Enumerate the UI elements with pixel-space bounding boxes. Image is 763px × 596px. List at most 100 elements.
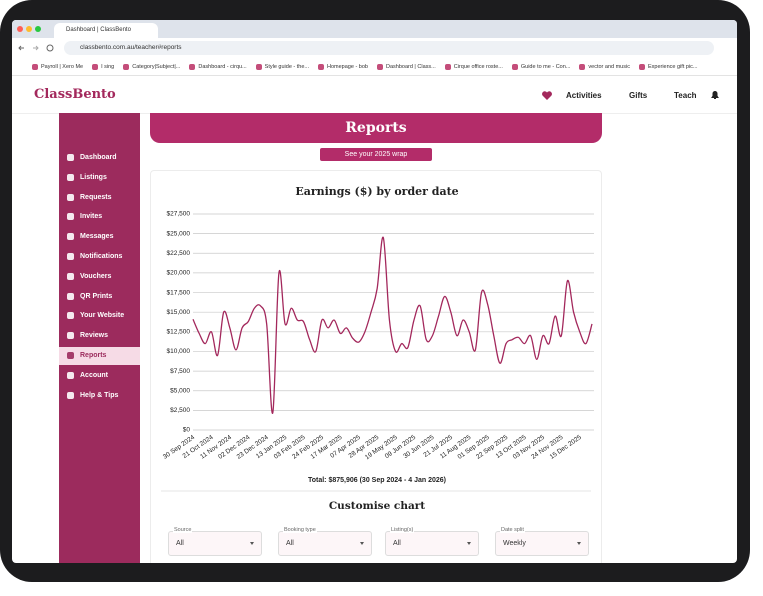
browser-tab[interactable]: Dashboard | ClassBento bbox=[54, 23, 158, 38]
sidebar-item[interactable]: Help & Tips bbox=[59, 387, 140, 405]
y-tick-label: $27,500 bbox=[167, 211, 191, 218]
y-tick-label: $22,500 bbox=[167, 250, 191, 257]
y-tick-label: $10,000 bbox=[167, 348, 191, 355]
section-title: Customise chart bbox=[329, 500, 425, 512]
bookmark-label: Experience gift pic... bbox=[647, 63, 698, 70]
nav-link[interactable]: Teach bbox=[674, 91, 697, 100]
sidebar-item[interactable]: Reports bbox=[59, 347, 140, 365]
sidebar-label: Account bbox=[80, 371, 108, 379]
bookmark-label: Dashboard - cirqu... bbox=[198, 63, 247, 70]
y-tick-label: $7,500 bbox=[170, 368, 190, 375]
nav-buttons[interactable] bbox=[18, 43, 58, 53]
select-label: Booking type bbox=[283, 527, 317, 533]
logo[interactable]: ClassBento bbox=[34, 87, 116, 102]
sidebar-item[interactable]: Listings bbox=[59, 169, 140, 187]
select-value: All bbox=[286, 540, 294, 547]
bookmark-label: Dashboard | Class... bbox=[386, 63, 436, 70]
bookmarks-bar: Payroll | Xero Me I sing Category|Subject|… bbox=[12, 58, 737, 76]
select-value: All bbox=[176, 540, 184, 547]
chart-title: Earnings ($) by order date bbox=[295, 185, 458, 198]
chart-card: Earnings ($) by order date Total: $875,9… bbox=[150, 170, 602, 563]
sidebar-item[interactable]: Vouchers bbox=[59, 268, 140, 286]
sidebar-item[interactable]: Your Website bbox=[59, 307, 140, 325]
bookmark[interactable]: Homepage - bob bbox=[318, 63, 368, 70]
tab-strip: Dashboard | ClassBento bbox=[12, 20, 737, 38]
sidebar-label: Reports bbox=[80, 352, 107, 359]
bookmark[interactable]: I sing bbox=[92, 63, 115, 70]
bookmark[interactable]: Cirque office roste... bbox=[444, 63, 503, 70]
select-caret bbox=[467, 542, 471, 545]
select-field[interactable]: Source All bbox=[168, 527, 262, 556]
bookmark-label: Style guide - the... bbox=[264, 63, 310, 70]
wrap-button[interactable]: See your 2025 wrap bbox=[320, 148, 432, 161]
sidebar-item[interactable]: Account bbox=[59, 367, 140, 385]
chart-total: Total: $875,906 (30 Sep 2024 - 4 Jan 202… bbox=[308, 477, 446, 484]
nav-link[interactable]: Gifts bbox=[629, 91, 648, 100]
bookmark-label: Homepage - bob bbox=[327, 63, 368, 70]
sidebar-label: Notifications bbox=[80, 253, 123, 260]
y-tick-label: $0 bbox=[183, 427, 191, 434]
sidebar-item[interactable]: Requests bbox=[59, 189, 140, 207]
y-tick-label: $12,500 bbox=[167, 329, 191, 336]
select-caret bbox=[250, 542, 254, 545]
y-tick-label: $2,500 bbox=[170, 407, 190, 414]
select-label: Listing(s) bbox=[390, 527, 415, 533]
screen: Dashboard | ClassBento classbento.com.au… bbox=[12, 20, 737, 563]
sidebar-item[interactable]: Invites bbox=[59, 208, 140, 226]
sidebar-item[interactable]: Reviews bbox=[59, 327, 140, 345]
sidebar-item[interactable]: Notifications bbox=[59, 248, 140, 266]
bookmark-label: I sing bbox=[101, 63, 115, 70]
address-bar: classbento.com.au/teacher#reports bbox=[12, 38, 737, 58]
sidebar-label: Help & Tips bbox=[80, 391, 119, 399]
notifications-icon[interactable] bbox=[711, 90, 719, 100]
sidebar-item[interactable]: Messages bbox=[59, 228, 140, 246]
nav-link[interactable]: Activities bbox=[566, 91, 602, 100]
wishlist-icon[interactable] bbox=[542, 91, 552, 100]
select-caret bbox=[577, 542, 581, 545]
y-tick-label: $25,000 bbox=[167, 230, 191, 237]
select-value: Weekly bbox=[503, 540, 526, 547]
bookmark[interactable]: Dashboard - cirqu... bbox=[189, 63, 247, 70]
y-tick-label: $17,500 bbox=[167, 289, 191, 296]
select-label: Source bbox=[173, 527, 193, 533]
sidebar-label: QR Prints bbox=[80, 292, 113, 300]
select-field[interactable]: Listing(s) All bbox=[385, 527, 479, 556]
window-controls bbox=[17, 26, 41, 32]
bookmark[interactable]: vector and music bbox=[579, 63, 630, 70]
url-field[interactable]: classbento.com.au/teacher#reports bbox=[64, 41, 714, 55]
bookmark-label: Category|Subject|... bbox=[132, 63, 181, 70]
bookmark-label: Payroll | Xero Me bbox=[41, 63, 84, 70]
select-field[interactable]: Date split Weekly bbox=[495, 527, 589, 556]
select-value: All bbox=[393, 540, 401, 547]
bookmark-label: Guide to me - Con... bbox=[520, 63, 571, 70]
site-header: ClassBento Activities Gifts Teach bbox=[12, 77, 737, 114]
bookmark[interactable]: Guide to me - Con... bbox=[511, 63, 571, 70]
sidebar-label: Messages bbox=[80, 233, 114, 241]
select-label: Date split bbox=[500, 527, 525, 533]
sidebar-item[interactable]: QR Prints bbox=[59, 288, 140, 306]
chart: Earnings ($) by order date Total: $875,9… bbox=[161, 185, 594, 512]
sidebar-label: Reviews bbox=[80, 332, 109, 340]
y-tick-label: $20,000 bbox=[167, 270, 191, 277]
sidebar: Dashboard Listings Requests Invites Messages… bbox=[59, 113, 140, 563]
line bbox=[192, 236, 593, 414]
page-banner: Reports bbox=[150, 113, 602, 143]
bookmark[interactable]: Payroll | Xero Me bbox=[32, 63, 84, 70]
sidebar-label: Your Website bbox=[80, 312, 125, 320]
bookmark-label: Cirque office roste... bbox=[453, 63, 503, 70]
sidebar-label: Dashboard bbox=[80, 154, 117, 161]
y-tick-label: $5,000 bbox=[170, 387, 190, 394]
select-caret bbox=[360, 542, 364, 545]
sidebar-label: Listings bbox=[80, 173, 107, 181]
bookmark[interactable]: Experience gift pic... bbox=[638, 63, 698, 70]
sidebar-label: Invites bbox=[80, 213, 103, 221]
bookmark[interactable]: Category|Subject|... bbox=[123, 63, 181, 70]
bookmark[interactable]: Style guide - the... bbox=[255, 63, 310, 70]
select-field[interactable]: Booking type All bbox=[278, 527, 372, 556]
bookmark[interactable]: Dashboard | Class... bbox=[377, 63, 436, 70]
bookmark-label: vector and music bbox=[588, 63, 630, 70]
y-tick-label: $15,000 bbox=[167, 309, 191, 316]
sidebar-label: Requests bbox=[80, 193, 112, 201]
sidebar-item[interactable]: Dashboard bbox=[59, 149, 140, 167]
